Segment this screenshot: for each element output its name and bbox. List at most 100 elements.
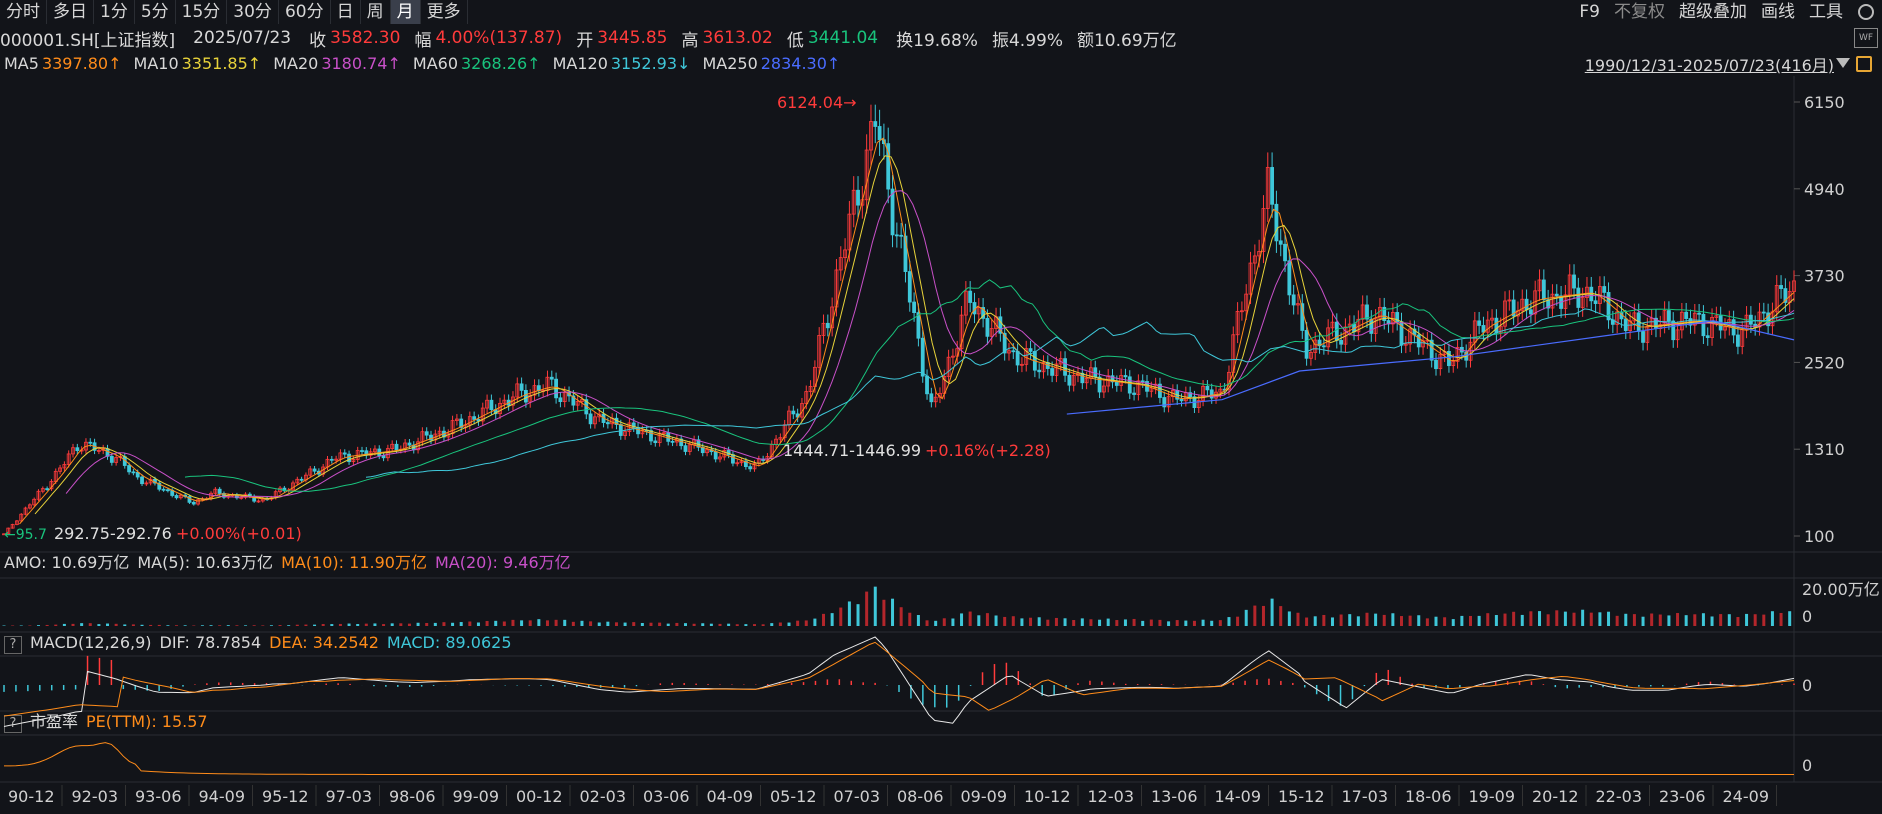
dropdown-triangle-icon[interactable] [1836,58,1850,68]
candle-body [485,399,489,409]
y-tick-label: 1310 [1804,440,1845,459]
period-tab[interactable]: 5分 [135,0,176,24]
gear-icon[interactable] [1858,4,1874,20]
period-tab[interactable]: 15分 [176,0,228,24]
candle-body [127,465,131,473]
candle-body [1541,279,1546,301]
volume-bar [1270,598,1274,626]
candle-body [580,399,584,402]
candle-body [66,453,71,465]
period-tab[interactable]: 更多 [421,0,468,24]
x-tick-label: 03-06 [643,787,690,806]
tool-button[interactable]: 画线 [1761,2,1795,22]
x-tick-label: 19-09 [1469,787,1516,806]
ma-value: 3351.85↑ [181,53,262,73]
tool-button[interactable]: 工具 [1809,2,1843,22]
candle-body [1675,329,1680,341]
candle-body [1736,334,1740,347]
candle-body [847,213,852,251]
period-tab[interactable]: 多日 [47,0,94,24]
volume-bar [1218,620,1222,626]
volume-bar [1072,620,1076,626]
candle-body [1761,311,1766,314]
candle-body [1317,339,1322,347]
candle-body [890,188,895,236]
volume-bar [701,623,705,626]
candle-body [929,393,934,403]
candle-body [558,397,563,403]
candle-body [1528,309,1533,315]
volume-bar [753,624,757,626]
volume-bar [1425,618,1429,626]
macd-label: MACD(12,26,9) [30,633,152,652]
volume-bar [1632,614,1636,626]
macd-dif-line [3,636,1795,727]
volume-bar [899,607,903,626]
stock-code[interactable]: 000001.SH[上证指数] [0,30,176,51]
tool-button[interactable]: 超级叠加 [1679,2,1747,22]
candle-body [752,462,757,470]
period-tab[interactable]: 分时 [0,0,47,24]
candle-body [1365,304,1369,320]
volume-bar [390,623,394,626]
candle-body [161,488,166,491]
tool-button[interactable]: F9 [1579,2,1600,22]
candle-body [873,121,878,127]
lock-icon[interactable] [1856,56,1872,72]
volume-bar [1184,620,1188,626]
date-range[interactable]: 1990/12/31-2025/07/23(416月) [1584,56,1834,75]
low-2005-change: +0.16%(+2.28) [925,441,1051,460]
candle-body [623,431,628,436]
period-tab[interactable]: 日 [331,0,361,24]
candle-body [1015,350,1020,366]
candle-body [1296,303,1300,306]
macd-help-icon[interactable]: ? [4,636,22,654]
candle-body [1309,352,1313,359]
period-tab[interactable]: 60分 [279,0,331,24]
candle-body [502,399,507,404]
candle-body [256,500,261,503]
volume-bar [891,598,895,626]
period-tab[interactable]: 30分 [227,0,279,24]
candle-body [1162,397,1167,408]
volume-bar [718,623,722,626]
amplitude-value: 振4.99% [991,30,1063,51]
volume-bar [97,624,101,626]
volume-bar [304,624,308,626]
candle-body [968,290,973,303]
period-tab[interactable]: 1分 [94,0,135,24]
ma-name: MA20 [273,53,319,73]
tool-button[interactable]: 不复权 [1614,2,1665,22]
ma-value: 2834.30↑ [760,53,841,73]
volume-bar [804,620,808,626]
period-tab[interactable]: 周 [361,0,391,24]
volume-bar [1348,614,1352,626]
wf-icon[interactable]: WF [1854,28,1878,48]
candle-body [407,442,412,446]
volume-bar [882,599,886,626]
period-tab[interactable]: 月 [390,0,421,24]
volume-bar [226,625,230,626]
candle-body [15,520,19,525]
volume-bar [563,619,567,626]
y-tick-label: 3730 [1804,267,1845,286]
volume-bar [235,625,239,626]
volume-bar [1546,614,1550,626]
quote-bar: 000001.SH[上证指数] 2025/07/23 收 3582.30 幅 4.0… [0,25,1181,51]
macd-zero-tick: 0 [1802,676,1812,695]
volume-bar [597,622,601,626]
y-tick-label: 4940 [1804,180,1845,199]
volume-bar [580,620,584,626]
pe-help-icon[interactable]: ? [4,715,22,733]
volume-bar [1123,619,1127,626]
volume-bar [951,618,955,626]
candle-body [1054,363,1059,376]
volume-bar [1236,616,1240,626]
candle-body [1114,381,1119,386]
candle-body [735,462,740,465]
candle-body [683,445,688,452]
x-tick-label: 09-09 [961,787,1008,806]
volume-bar [554,619,558,626]
candle-body [1550,293,1555,309]
